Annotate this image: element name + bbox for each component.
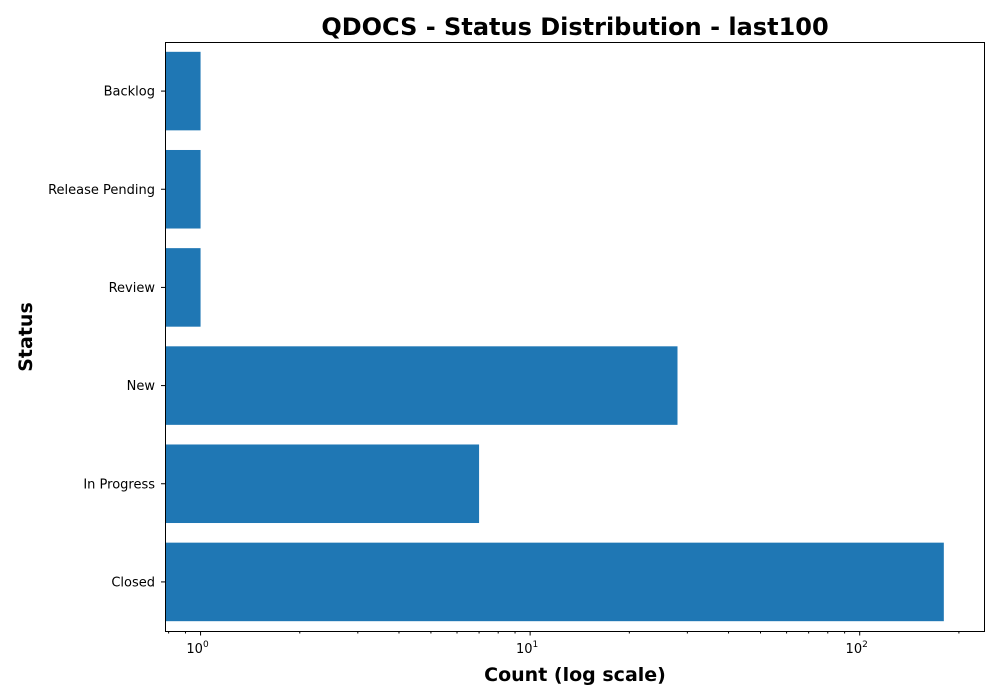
bar-release-pending <box>165 149 201 229</box>
plot-area-frame <box>165 42 985 632</box>
bar-review <box>165 248 201 327</box>
bar-backlog <box>165 51 201 131</box>
y-tick-label-release-pending: Release Pending <box>48 183 155 198</box>
x-tick-label: 101 <box>516 640 538 657</box>
bar-closed <box>165 542 944 622</box>
x-axis: 100 101 102 <box>168 631 960 657</box>
chart-title: QDOCS - Status Distribution - last100 <box>321 13 828 41</box>
bar-in-progress <box>165 444 480 524</box>
bar-new <box>165 346 678 425</box>
bars-group <box>165 51 944 622</box>
y-tick-label-backlog: Backlog <box>104 85 155 100</box>
y-tick-label-closed: Closed <box>111 575 155 590</box>
y-axis-label: Status <box>15 302 37 372</box>
y-tick-label-in-progress: In Progress <box>83 477 155 492</box>
x-axis-label: Count (log scale) <box>484 664 666 686</box>
x-tick-label: 102 <box>846 640 868 657</box>
y-tick-label-review: Review <box>109 281 156 296</box>
x-tick-label: 100 <box>186 640 209 657</box>
y-tick-label-new: New <box>127 379 156 394</box>
y-axis: Closed In Progress New Review Release Pendin… <box>48 85 165 590</box>
